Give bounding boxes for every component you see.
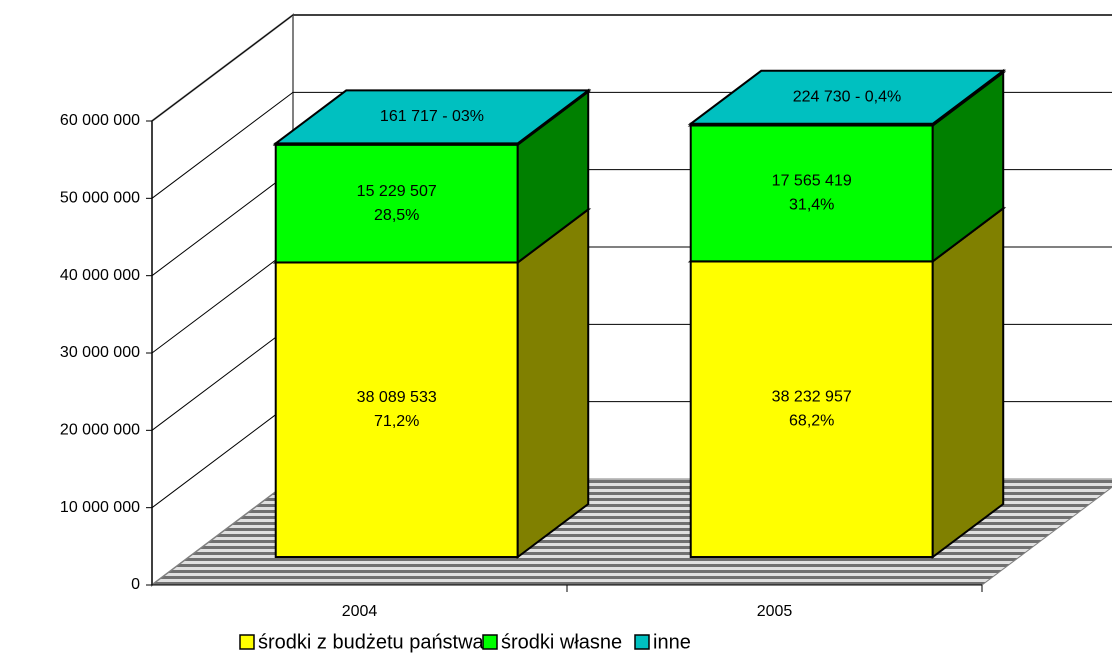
- bar-side: [516, 207, 590, 560]
- y-tick-label: 10 000 000: [60, 499, 140, 516]
- y-tick-label: 30 000 000: [60, 344, 140, 361]
- y-tick-label: 50 000 000: [60, 190, 140, 207]
- y-tick-label: 20 000 000: [60, 422, 140, 439]
- x-tick-label: 2004: [342, 603, 378, 620]
- bar-front: [689, 124, 934, 263]
- legend-swatch: [482, 634, 498, 650]
- share-label: 28,5%: [374, 207, 419, 224]
- value-label: 38 089 533: [357, 389, 437, 406]
- legend-label: inne: [653, 631, 691, 653]
- bar-top: [272, 89, 592, 145]
- legend-swatch: [239, 634, 255, 650]
- value-label: 224 730 - 0,4%: [793, 88, 902, 105]
- x-tick-label: 2005: [757, 603, 793, 620]
- bar-side: [931, 206, 1005, 560]
- value-label: 161 717 - 03%: [380, 108, 484, 125]
- share-label: 68,2%: [789, 412, 834, 429]
- value-label: 17 565 419: [772, 173, 852, 190]
- legend-swatch: [634, 634, 650, 650]
- value-label: 15 229 507: [357, 183, 437, 200]
- share-label: 31,4%: [789, 197, 834, 214]
- legend-label: środki z budżetu państwa: [258, 631, 485, 653]
- y-tick-label: 40 000 000: [60, 267, 140, 284]
- bar-top: [687, 69, 1007, 125]
- value-label: 38 232 957: [772, 388, 852, 405]
- bar-front: [274, 261, 519, 559]
- legend-label: środki własne: [501, 631, 622, 653]
- y-tick-label: 60 000 000: [60, 112, 140, 129]
- share-label: 71,2%: [374, 413, 419, 430]
- y-tick-label: 0: [131, 576, 140, 593]
- bar-front: [689, 260, 934, 559]
- bar-front: [274, 143, 519, 264]
- grid-line: [151, 14, 1112, 122]
